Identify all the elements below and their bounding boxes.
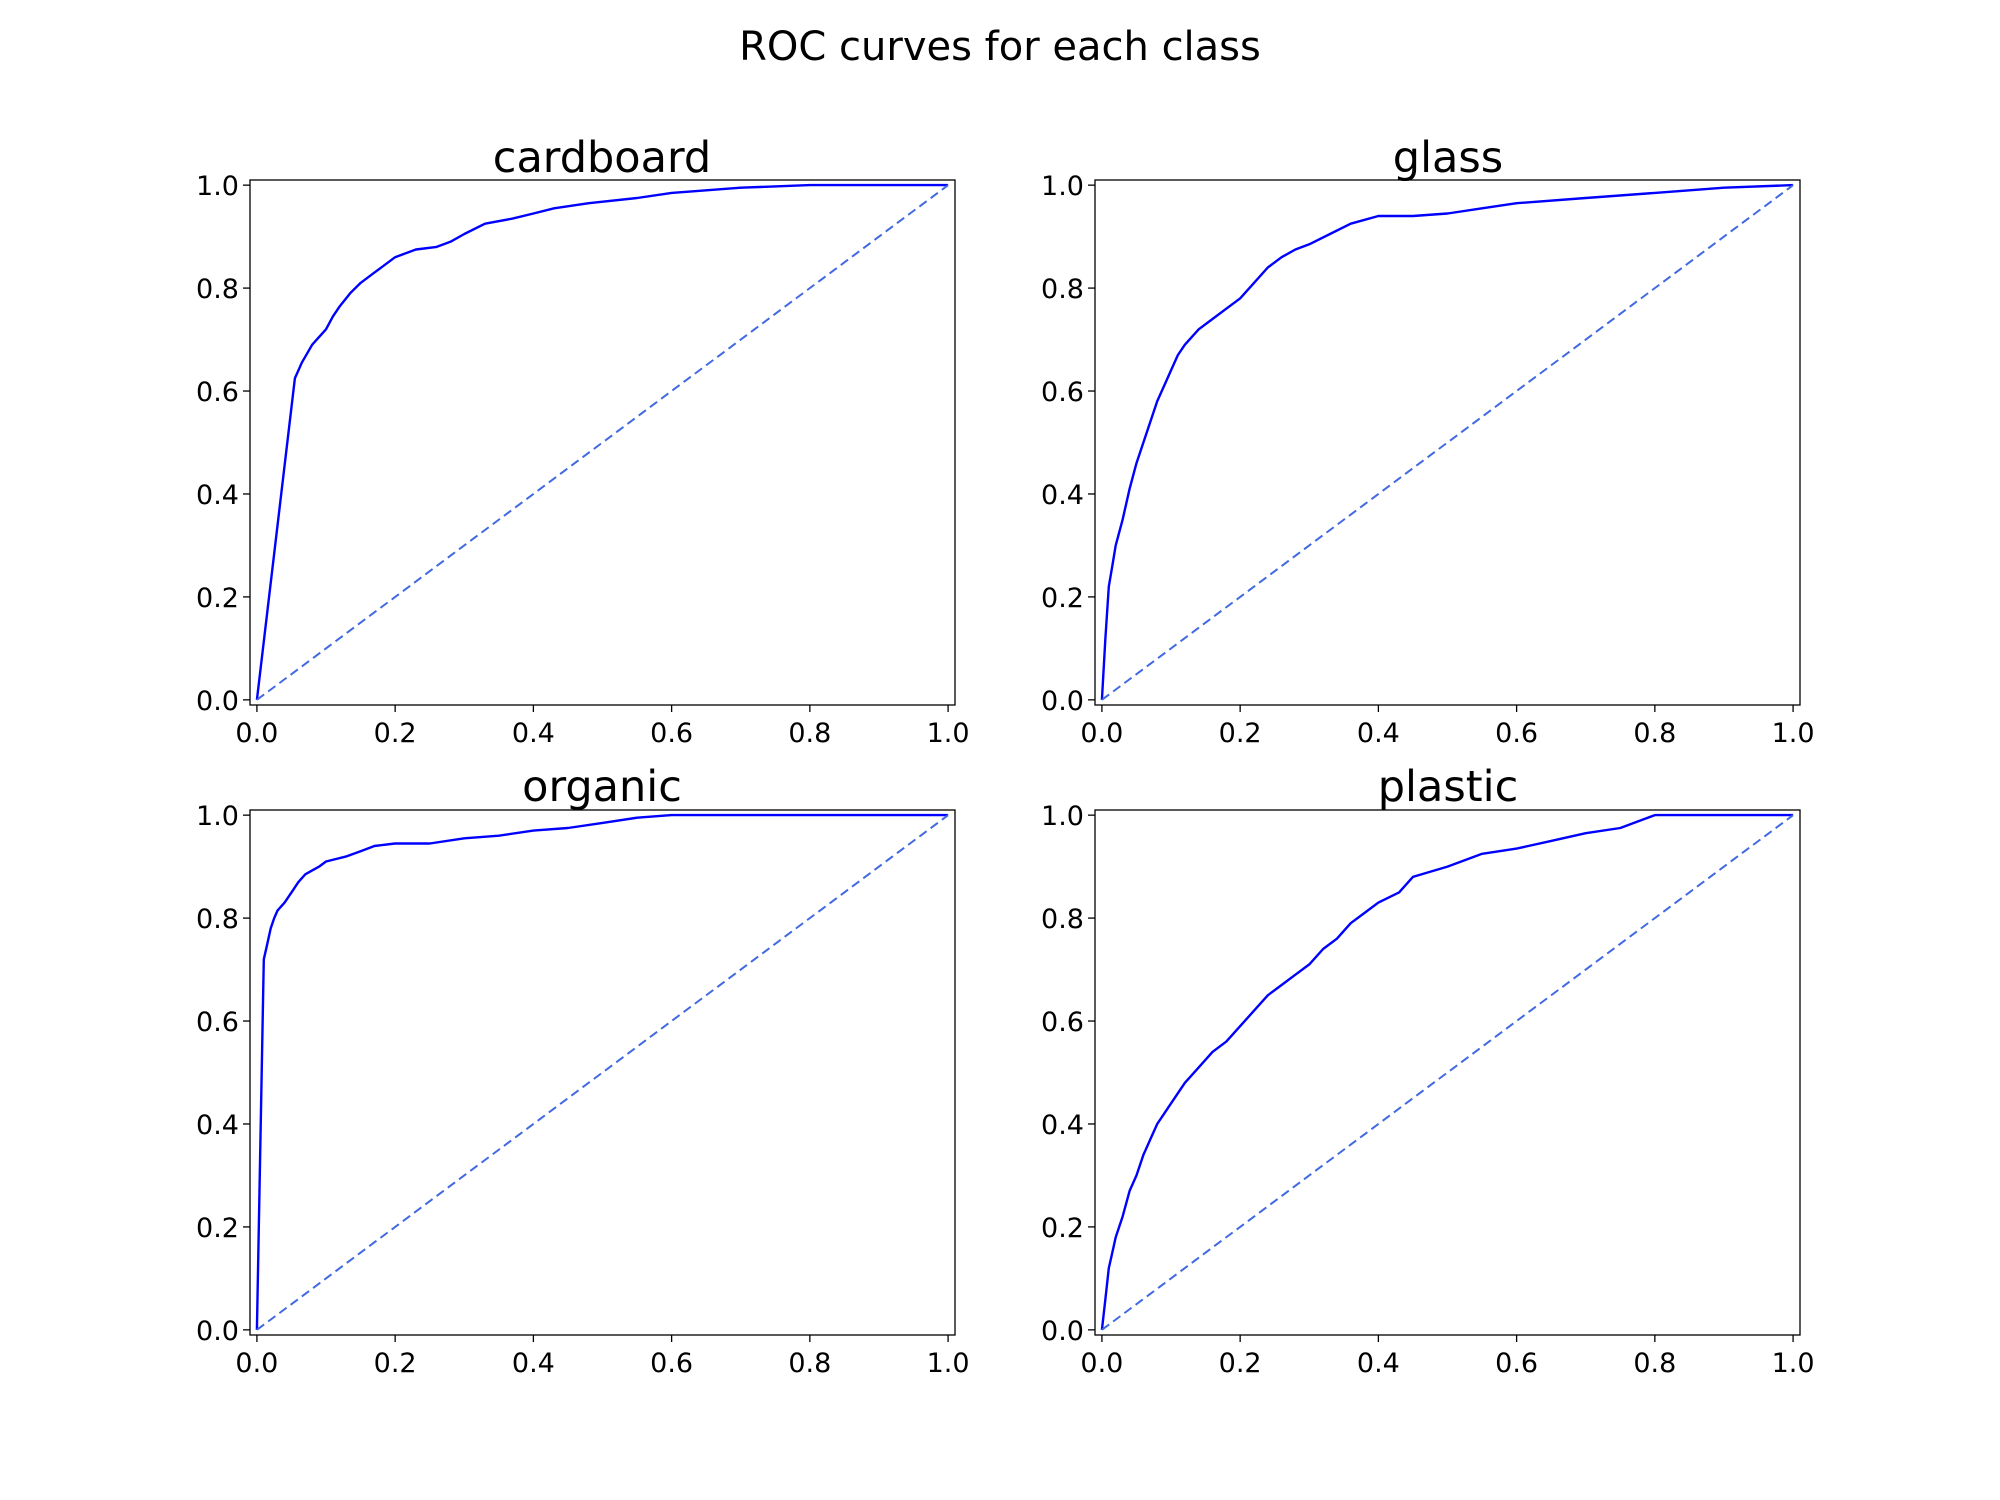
panel-organic: 0.0 0.2 0.4 0.6 0.8 1.0 0.0 0.2 0.4 0.6 0.8 1.0: [196, 801, 970, 1379]
x-tick-label: 0.0: [1080, 1348, 1123, 1379]
y-tick-label: 0.0: [196, 686, 239, 717]
y-tick-label: 0.6: [1041, 1007, 1084, 1038]
y-tick-label: 0.4: [196, 480, 239, 511]
y-tick-label: 0.2: [196, 1213, 239, 1244]
axes-frame: [249, 809, 956, 1336]
y-tick-label: 0.4: [196, 1110, 239, 1141]
x-tick-label: 0.8: [788, 1348, 831, 1379]
x-tick-label: 0.6: [650, 1348, 693, 1379]
x-tick-label: 1.0: [1772, 1348, 1815, 1379]
y-tick-label: 1.0: [196, 171, 239, 202]
x-tick-label: 0.4: [1357, 1348, 1400, 1379]
x-tick-label: 0.6: [650, 718, 693, 749]
x-tick-label: 0.2: [1219, 1348, 1262, 1379]
y-tick-label: 0.0: [196, 1316, 239, 1347]
roc-curve: [1100, 183, 1794, 700]
panel-glass: 0.0 0.2 0.4 0.6 0.8 1.0 0.0 0.2 0.4 0.6 0.8 1.0: [1041, 171, 1815, 749]
x-tick-label: 0.8: [1633, 718, 1676, 749]
y-tick-label: 0.2: [1041, 583, 1084, 614]
y-tick-label: 0.6: [196, 1007, 239, 1038]
y-tick-label: 0.0: [1041, 1316, 1084, 1347]
x-tick-label: 1.0: [1772, 718, 1815, 749]
y-tick-label: 1.0: [196, 801, 239, 832]
y-tick-label: 0.8: [1041, 274, 1084, 305]
chance-diagonal: [1101, 184, 1794, 701]
x-tick-label: 0.6: [1495, 1348, 1538, 1379]
x-tick-label: 0.4: [1357, 718, 1400, 749]
y-tick-label: 0.4: [1041, 480, 1084, 511]
panels: 0.0 0.2 0.4 0.6 0.8 1.00.00.20.40.60.81.00.0 0…: [196, 171, 1815, 1379]
panel-title-glass: glass: [1393, 133, 1503, 183]
y-tick-label: 0.4: [1041, 1110, 1084, 1141]
y-tick-label: 0.0: [1041, 686, 1084, 717]
y-tick-label: 0.2: [196, 583, 239, 614]
x-tick-label: 0.8: [788, 718, 831, 749]
x-tick-label: 0.2: [374, 718, 417, 749]
x-tick-label: 0.0: [235, 718, 278, 749]
y-tick-label: 0.8: [1041, 904, 1084, 935]
x-tick-label: 0.2: [1219, 718, 1262, 749]
x-tick-label: 0.8: [1633, 1348, 1676, 1379]
x-tick-label: 0.4: [512, 718, 555, 749]
panel-title-cardboard: cardboard: [493, 133, 711, 183]
y-tick-label: 0.6: [1041, 377, 1084, 408]
x-tick-label: 0.0: [235, 1348, 278, 1379]
x-tick-label: 0.6: [1495, 718, 1538, 749]
y-tick-label: 1.0: [1041, 171, 1084, 202]
x-tick-label: 1.0: [927, 718, 970, 749]
figure-title: ROC curves for each class: [739, 24, 1261, 70]
x-tick-label: 1.0: [927, 1348, 970, 1379]
chance-diagonal: [1101, 814, 1794, 1331]
roc-curve: [255, 183, 949, 701]
panel-title-plastic: plastic: [1378, 762, 1518, 812]
x-tick-label: 0.2: [374, 1348, 417, 1379]
chance-diagonal: [256, 184, 949, 701]
x-tick-label: 0.0: [1080, 718, 1123, 749]
panel-cardboard: 0.0 0.2 0.4 0.6 0.8 1.0 0.0 0.2 0.4 0.6 0.8 1.0: [196, 171, 970, 749]
x-tick-label: 0.4: [512, 1348, 555, 1379]
chance-diagonal: [256, 814, 949, 1331]
axes-frame: [249, 179, 956, 706]
y-tick-label: 0.6: [196, 377, 239, 408]
y-tick-label: 0.2: [1041, 1213, 1084, 1244]
axes-frame: [1094, 179, 1801, 706]
y-tick-label: 1.0: [1041, 801, 1084, 832]
roc-curve: [255, 813, 949, 1330]
y-tick-label: 0.8: [196, 904, 239, 935]
axes-frame: [1094, 809, 1801, 1336]
panel-plastic: 0.0 0.2 0.4 0.6 0.8 1.0 0.0 0.2 0.4 0.6 0.8 1.0: [1041, 801, 1815, 1379]
y-tick-label: 0.8: [196, 274, 239, 305]
roc-curve: [1100, 813, 1794, 1331]
panel-title-organic: organic: [522, 762, 682, 812]
